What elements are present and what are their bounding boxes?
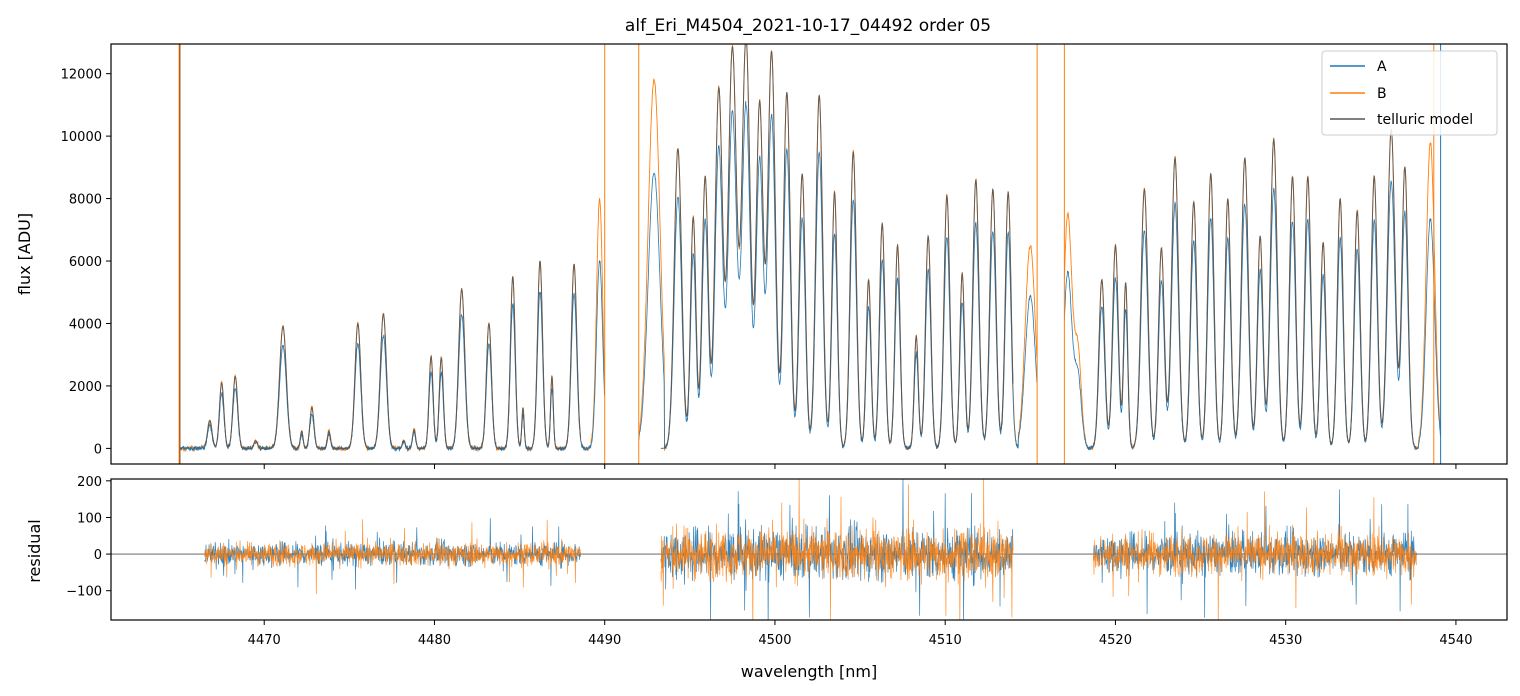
x-axis-label: wavelength [nm] [741,662,878,681]
legend-label-telluric: telluric model [1377,112,1473,128]
legend: A B telluric model [1321,50,1498,136]
bottom-y-tick-label: 200 [77,475,102,490]
top-y-tick-label: 12000 [61,68,102,83]
residual-b-line [204,519,581,595]
legend-label-a: A [1377,59,1387,75]
bottom-y-tick-label: −100 [66,585,102,600]
bottom-x-ticks: 4470 4480 4490 4500 4510 4520 4530 4540 [248,620,1472,648]
top-y-ticks: 0 2000 4000 6000 8000 10000 12000 [61,68,111,457]
top-y-tick-label: 6000 [69,255,102,270]
telluric-model-line [1092,128,1417,449]
bottom-x-tick-label: 4470 [248,633,281,648]
top-y-tick-label: 2000 [69,380,102,395]
top-y-tick-label: 8000 [69,193,102,208]
residual-b-line [1092,491,1417,620]
telluric-model-line [204,260,582,449]
top-x-ticks [263,464,1457,469]
bottom-y-tick-label: 100 [77,511,102,526]
bottom-y-axis-label: residual [25,519,44,582]
top-y-tick-label: 4000 [69,317,102,332]
top-panel: 0 2000 4000 6000 8000 10000 12000 flux [ADU] A… [15,43,1508,469]
legend-label-b: B [1377,86,1387,102]
chart-title: alf_Eri_M4504_2021-10-17_04492 order 05 [625,16,991,36]
bottom-axes-frame [110,478,1508,621]
bottom-y-ticks: −100 0 100 200 [66,475,111,600]
telluric-model-line [660,44,1014,449]
legend-box [1321,50,1498,136]
bottom-y-tick-label: 0 [94,548,102,563]
residual-b-line [660,479,1014,620]
top-y-axis-label: flux [ADU] [15,213,34,295]
bottom-x-tick-label: 4500 [758,633,791,648]
bottom-x-tick-label: 4540 [1439,633,1472,648]
bottom-x-tick-label: 4480 [418,633,451,648]
top-plot-area [178,44,1442,464]
top-y-tick-label: 0 [94,442,102,457]
top-axes-frame [110,43,1508,465]
bottom-x-tick-label: 4530 [1269,633,1302,648]
bottom-x-tick-label: 4520 [1099,633,1132,648]
bottom-plot-area [111,479,1507,620]
bottom-panel: −100 0 100 200 4470 4480 4490 4500 4510 4520 4530… [25,475,1508,681]
bottom-x-tick-label: 4490 [588,633,621,648]
top-y-tick-label: 10000 [61,130,102,145]
bottom-x-tick-label: 4510 [929,633,962,648]
